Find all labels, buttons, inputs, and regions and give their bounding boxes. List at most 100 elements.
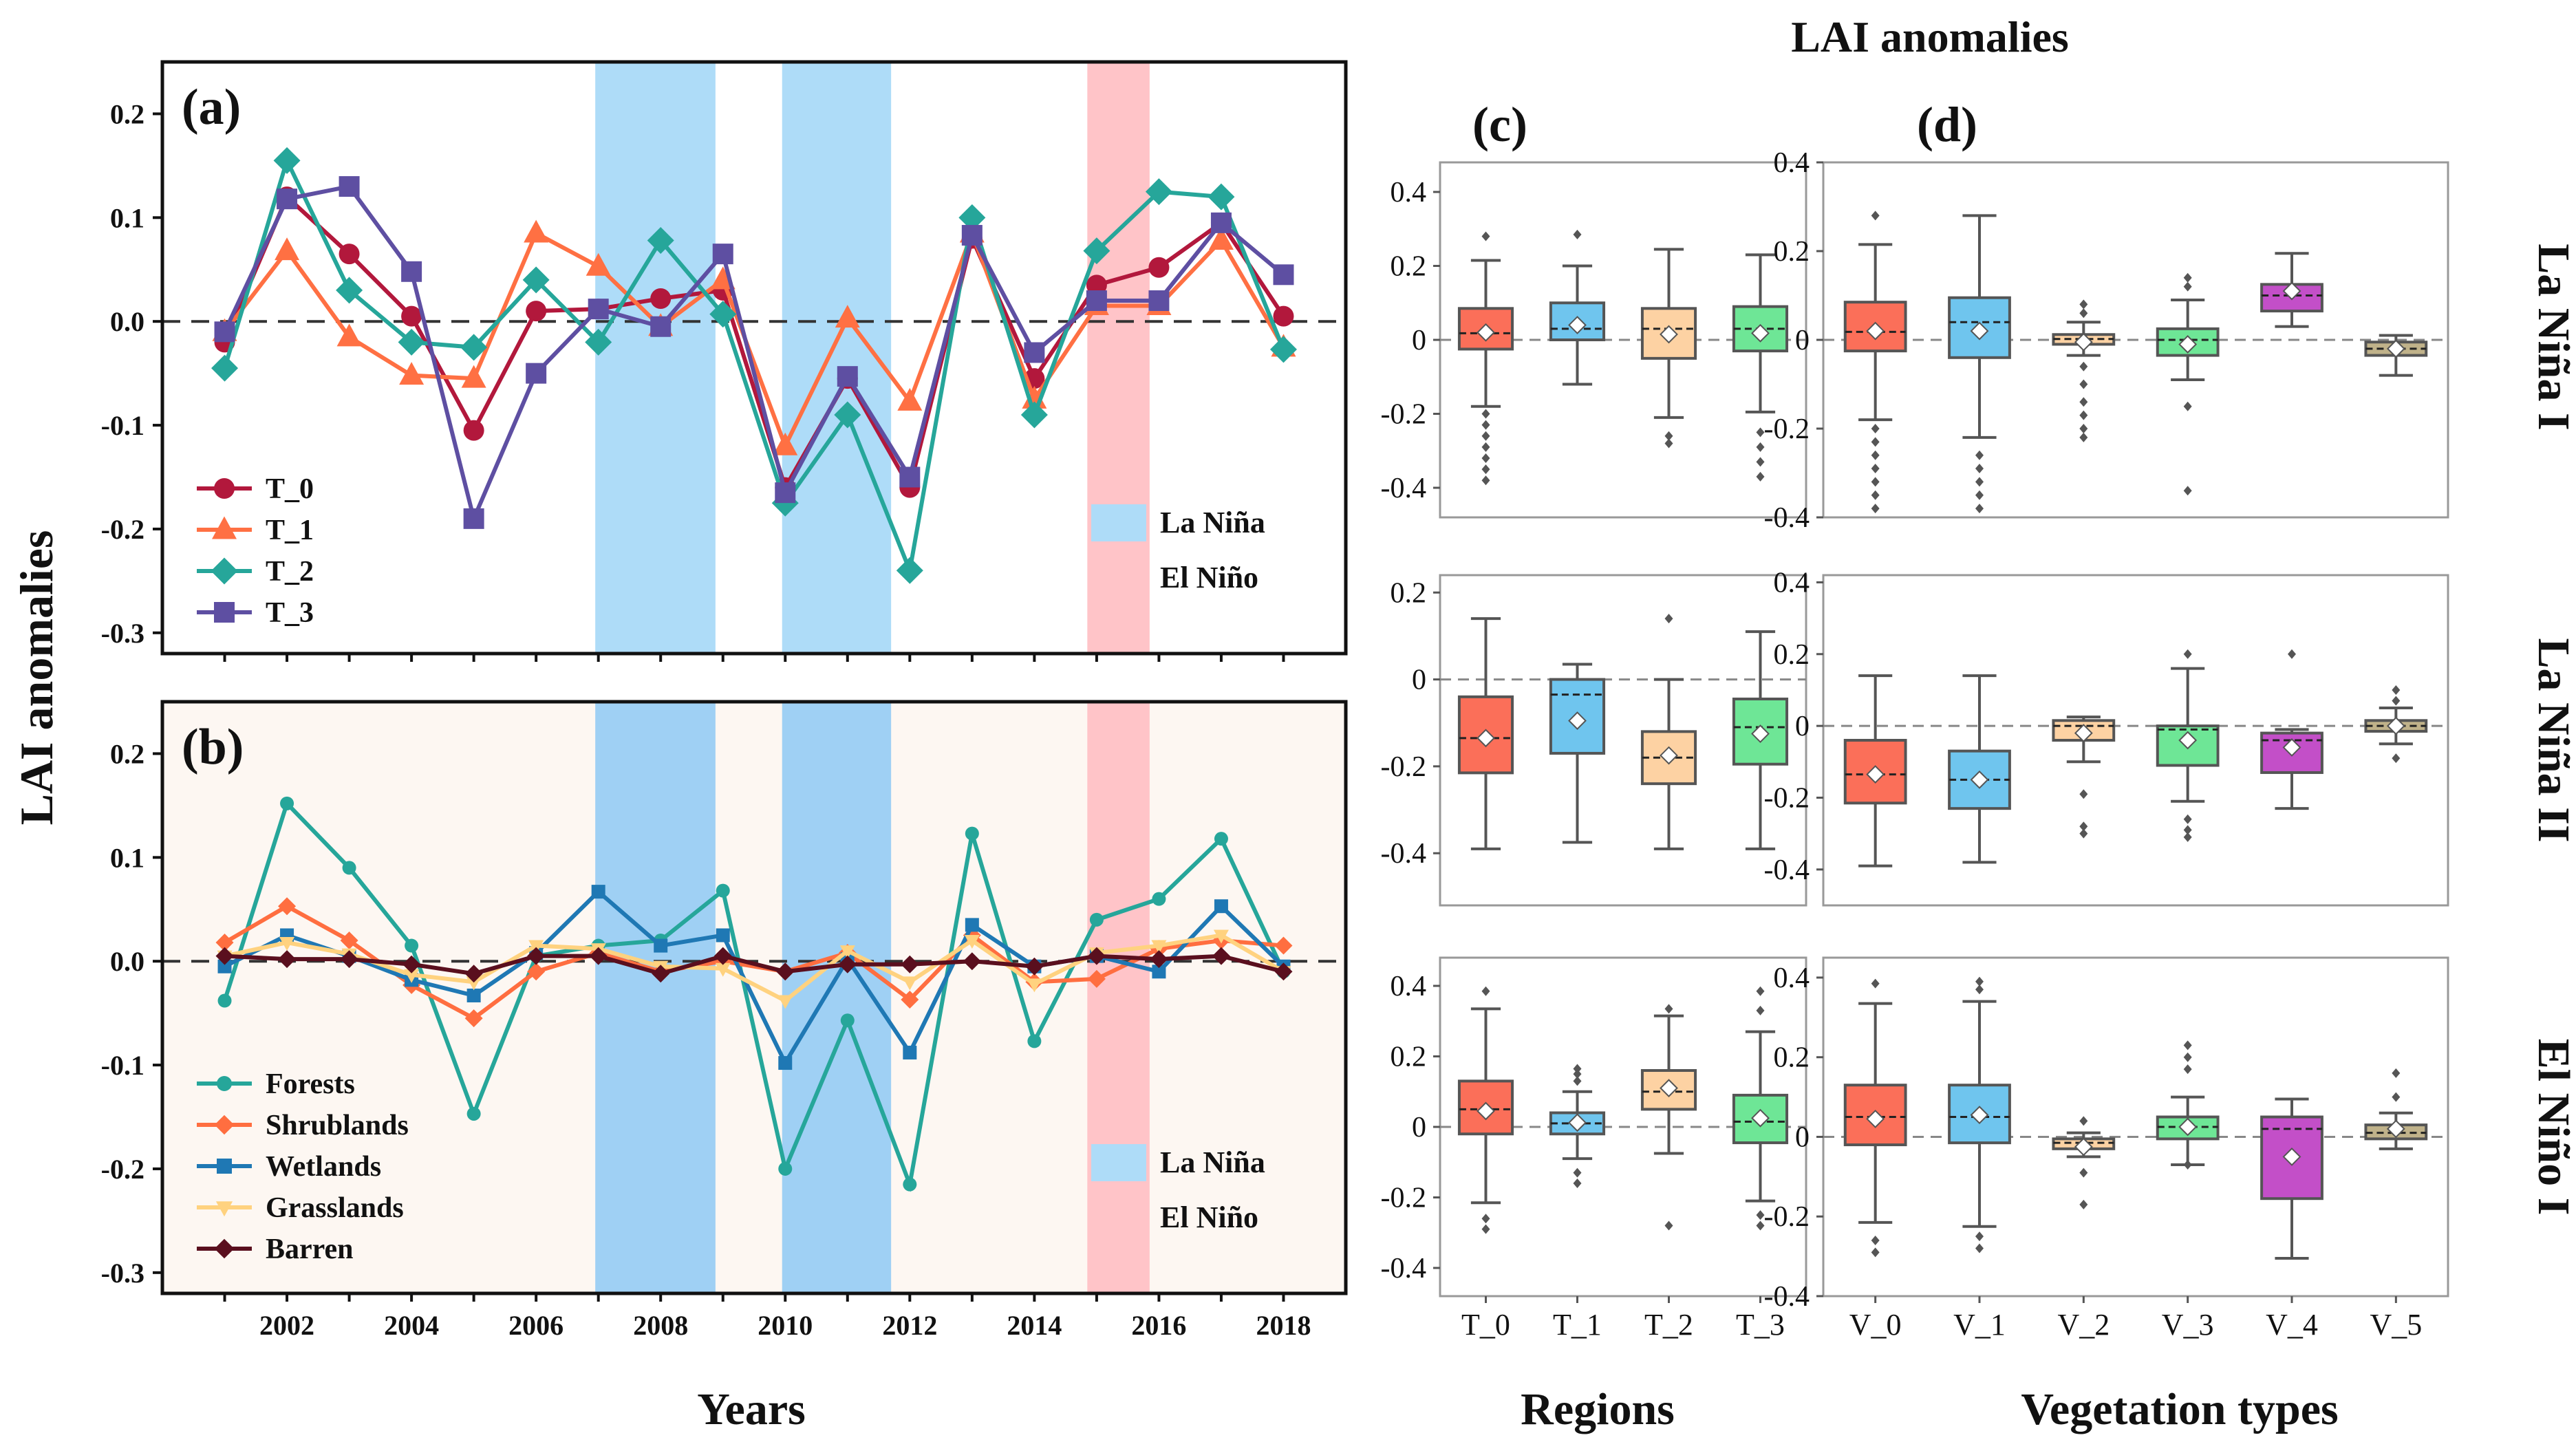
- mean-marker: [2178, 1117, 2198, 1137]
- legend-marker: [214, 1238, 235, 1259]
- data-point: [1269, 336, 1297, 363]
- outlier-point: [1871, 464, 1880, 474]
- x-tick-label: T_0: [1461, 1308, 1510, 1342]
- data-point: [652, 965, 670, 983]
- outlier-point: [2392, 696, 2401, 706]
- data-point: [1273, 305, 1294, 327]
- legend-marker: [217, 1159, 232, 1174]
- box-v_5: [2364, 334, 2428, 377]
- data-point: [1087, 969, 1106, 988]
- x-tick-label: V_1: [1953, 1308, 2006, 1342]
- x-tick-label: V_4: [2266, 1308, 2318, 1342]
- data-point: [712, 244, 733, 265]
- box-t_1: [1549, 1064, 1606, 1188]
- outlier-point: [2079, 432, 2088, 442]
- data-point: [1152, 892, 1166, 906]
- y-tick-label: -0.2: [1381, 751, 1427, 783]
- series-line-barren: [224, 954, 1285, 976]
- data-point: [901, 955, 919, 973]
- data-point: [1025, 957, 1044, 976]
- data-point: [336, 323, 362, 347]
- shaded-period: [595, 702, 716, 1293]
- data-point: [215, 934, 234, 952]
- data-point: [526, 363, 547, 384]
- shaded-period: [1087, 702, 1150, 1293]
- data-point: [464, 1009, 483, 1028]
- data-point: [897, 387, 923, 411]
- y-tick-label: 0.2: [1391, 251, 1427, 283]
- y-tick-label: -0.4: [1381, 838, 1427, 870]
- mean-marker: [1477, 1101, 1495, 1121]
- outlier-point: [2183, 1052, 2192, 1062]
- outlier-point: [1871, 450, 1880, 460]
- series-line-t_3: [222, 184, 1285, 526]
- x-tick-label: 2004: [384, 1310, 439, 1341]
- legend-label-t_1: T_1: [266, 515, 314, 546]
- data-point: [524, 219, 549, 243]
- plot-frame: [160, 700, 1348, 1295]
- data-point: [1086, 290, 1107, 312]
- y-tick-label: 0.4: [1391, 177, 1427, 208]
- el-nino-swatch: [1091, 559, 1146, 596]
- y-tick-label: 0.2: [110, 98, 144, 129]
- outlier-point: [1756, 471, 1765, 482]
- legend-marker: [214, 1115, 235, 1135]
- outlier-point: [2183, 1159, 2192, 1170]
- y-tick-label: -0.2: [1381, 399, 1427, 431]
- outlier-point: [2183, 1064, 2192, 1075]
- data-point: [1212, 947, 1230, 965]
- x-tick-label: 2014: [1007, 1310, 1062, 1341]
- y-tick-label: -0.2: [1381, 1183, 1427, 1214]
- mean-marker: [1660, 325, 1678, 344]
- data-point: [404, 969, 420, 983]
- data-point: [464, 965, 483, 983]
- outlier-point: [1481, 986, 1490, 996]
- mean-marker: [1970, 770, 1989, 789]
- data-point: [903, 1045, 917, 1059]
- outlier-point: [2079, 828, 2088, 839]
- legend-label-t_3: T_3: [266, 597, 314, 629]
- y-tick-label: -0.2: [101, 514, 144, 545]
- data-point: [466, 988, 481, 1002]
- panel-c-row-1: 0.2 0 -0.2 -0.4: [1381, 574, 1807, 907]
- data-point: [840, 1013, 855, 1028]
- mean-marker: [2282, 1147, 2301, 1166]
- outlier-point: [2079, 1167, 2088, 1178]
- y-tick-label: 0.1: [110, 202, 144, 233]
- data-point: [527, 947, 546, 965]
- data-point: [589, 947, 608, 965]
- panel-c-row-2: 0.4 0.2 0 -0.2 -0.4 T_0 T_1 T_2 T_3: [1381, 956, 1807, 1342]
- data-point: [837, 366, 858, 387]
- x-tick-label: V_0: [1849, 1308, 1902, 1342]
- box-t_3: [1732, 630, 1789, 850]
- data-point: [713, 947, 732, 965]
- outlier-point: [2183, 272, 2192, 283]
- box-v_4: [2260, 252, 2323, 328]
- y-tick-label: 0.4: [1774, 567, 1810, 599]
- y-tick-label: -0.2: [101, 1154, 144, 1185]
- y-tick-label: 0.2: [110, 738, 144, 769]
- data-point: [1208, 227, 1234, 250]
- data-point: [709, 301, 737, 328]
- mean-marker: [2386, 1119, 2405, 1139]
- data-point: [1148, 290, 1170, 312]
- outlier-point: [1975, 490, 1984, 500]
- outlier-point: [2183, 825, 2192, 835]
- x-tick-label: V_3: [2162, 1308, 2214, 1342]
- outlier-point: [2183, 401, 2192, 411]
- x-tick-label: 2002: [259, 1310, 314, 1341]
- row-label: La Niña II: [2529, 638, 2576, 842]
- outlier-point: [1756, 442, 1765, 452]
- series-legend: Forests Shrublands Wetlands Grasslands Barre…: [197, 1068, 409, 1265]
- mean-marker: [2074, 724, 2093, 742]
- box-t_3: [1732, 986, 1789, 1231]
- outlier-point: [1481, 1214, 1490, 1224]
- y-axis-label: LAI anomalies: [10, 530, 63, 826]
- mean-marker: [1568, 316, 1587, 334]
- data-point: [401, 305, 422, 327]
- outlier-point: [1756, 1005, 1765, 1015]
- shade-legend: La Niña El Niño: [1091, 1144, 1265, 1236]
- box-v_1: [1948, 674, 2011, 864]
- outlier-point: [1871, 490, 1880, 500]
- y-tick-label: -0.3: [101, 618, 144, 649]
